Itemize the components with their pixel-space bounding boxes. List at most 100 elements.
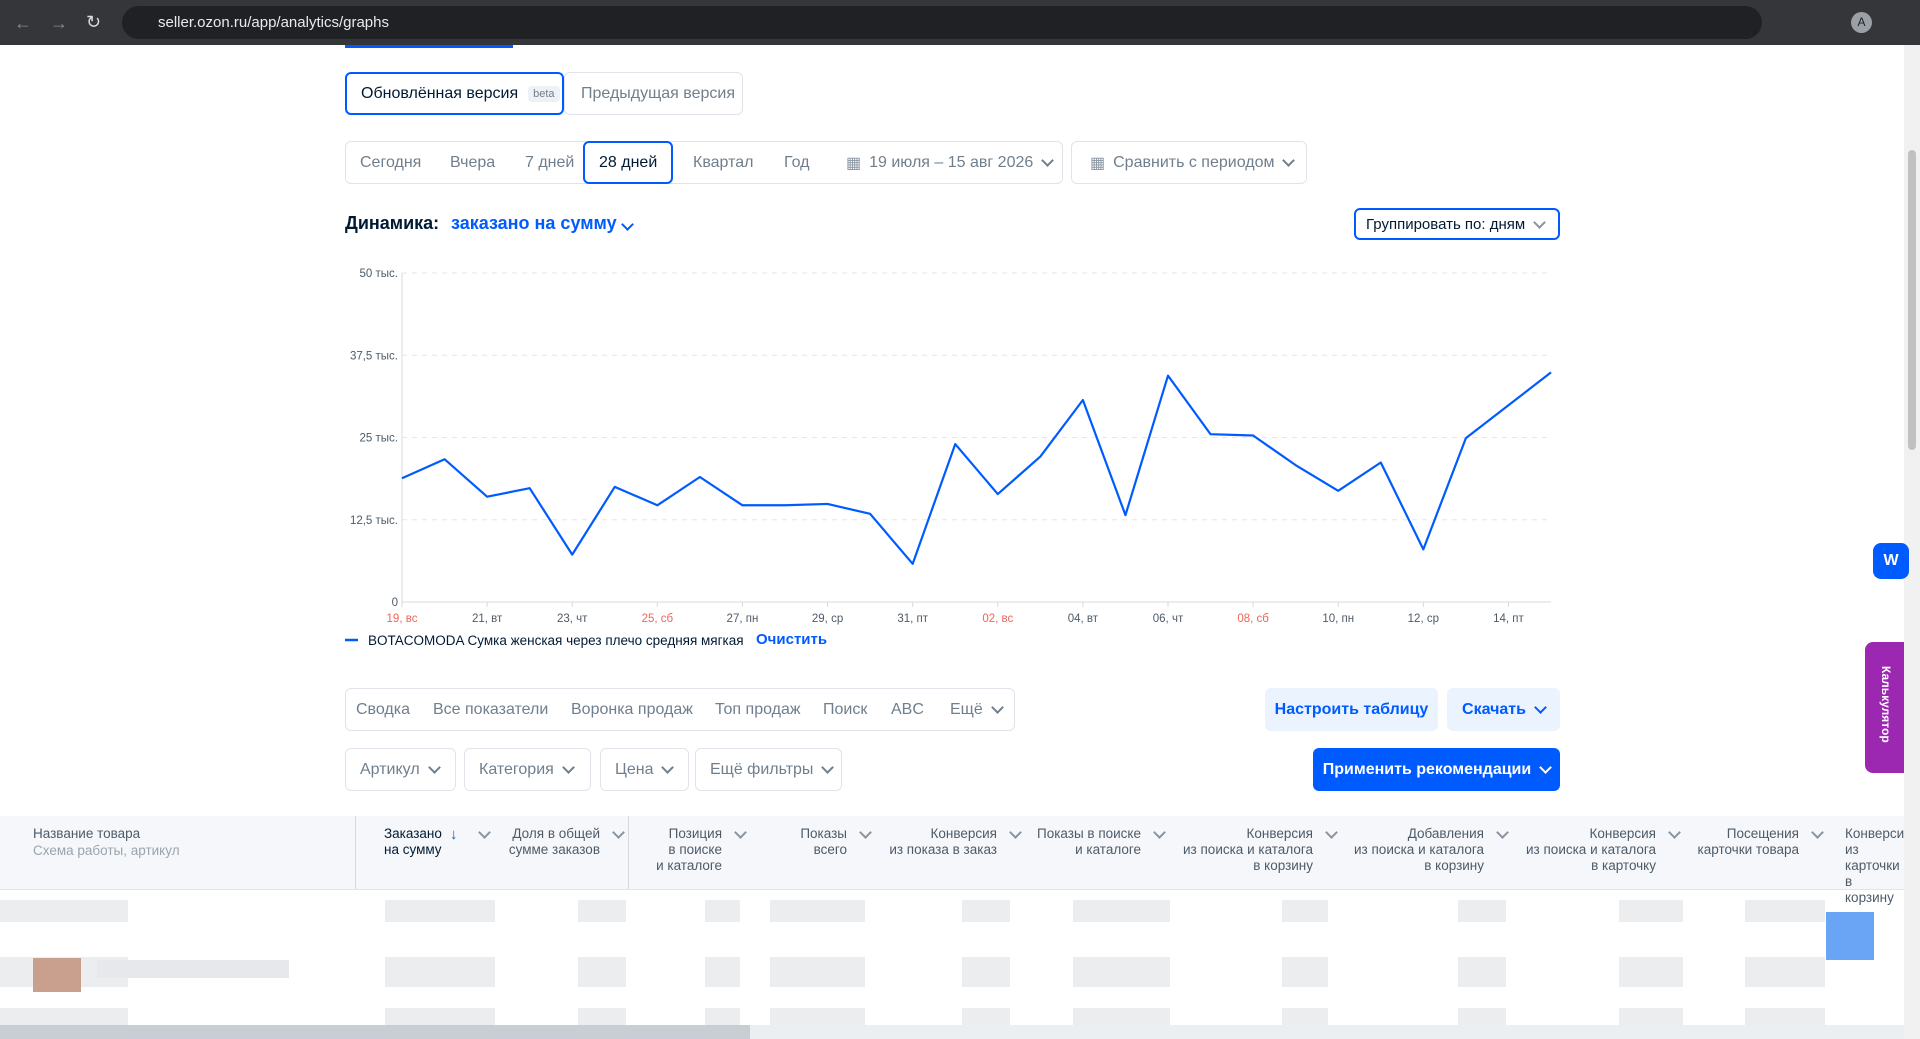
calculator-tab[interactable]: Калькулятор [1865, 642, 1904, 773]
period-button[interactable]: 7 дней [525, 153, 575, 171]
period-button[interactable]: 28 дней [583, 141, 674, 184]
tab[interactable]: Все показатели [433, 689, 548, 730]
label: Ещё фильтры [710, 760, 814, 778]
name-header: Название товара [33, 826, 141, 841]
tab[interactable]: ABC [891, 689, 924, 730]
y-tick-label: 50 тыс. [360, 268, 398, 280]
filter[interactable]: Категория [464, 748, 591, 791]
filter[interactable]: Ещё фильтры [695, 748, 842, 791]
column-header[interactable]: Показы всего [800, 826, 847, 858]
label: Скачать [1462, 700, 1526, 718]
forward[interactable]: → [50, 13, 68, 33]
configure-table[interactable]: Настроить таблицу [1265, 688, 1438, 731]
period-button[interactable]: Сегодня [360, 153, 422, 171]
tab[interactable]: Топ продаж [715, 689, 801, 730]
blurred-cell [578, 957, 626, 987]
column-header[interactable]: Конверсия из поиска и каталога в карточк… [1526, 826, 1656, 874]
label: Топ продаж [715, 700, 801, 718]
blurred-cell [1458, 1008, 1506, 1026]
blurred-cell [1073, 957, 1170, 987]
icon: ▦ [846, 154, 862, 172]
column-header[interactable]: Позиция в поиске и каталоге [656, 826, 722, 874]
legend-label: BOTACOMODA Сумка женская через плечо сре… [368, 633, 744, 648]
beta-badge: beta [528, 85, 560, 102]
y-tick-label: 37,5 тыс. [350, 350, 398, 362]
blurred-badge [1826, 912, 1874, 960]
x-tick-label: 21, вт [472, 613, 503, 625]
column-header[interactable]: Конверсия из поиска и каталога в корзину [1183, 826, 1313, 874]
tab-bar: Сводка Все показатели Воронка продаж Топ пр… [345, 688, 1015, 731]
blurred-cell [770, 900, 865, 922]
x-tick-label: 08, сб [1237, 613, 1269, 625]
blurred-cell [962, 957, 1010, 987]
sort-arrow: ↓ [450, 826, 458, 843]
label: Посещения карточки товара [1697, 826, 1799, 857]
blurred-cell [1745, 900, 1825, 922]
label: Добавления из поиска и каталога в корзин… [1354, 826, 1484, 873]
blurred-cell [1458, 900, 1506, 922]
blurred-cell [1619, 957, 1683, 987]
h-scrollbar [0, 1025, 1904, 1039]
period-button[interactable]: Вчера [450, 153, 496, 171]
tab[interactable]: Сводка [356, 689, 410, 730]
blurred-cell [1619, 900, 1683, 922]
avatar[interactable]: A [1851, 12, 1872, 33]
version-current[interactable]: Обновлённая версия beta [345, 72, 564, 115]
group-by[interactable]: Группировать по: дням [1354, 208, 1560, 240]
date-range[interactable]: ▦ 19 июля – 15 авг 2026 [846, 142, 1055, 183]
label: Поиск [823, 700, 868, 718]
compare-button[interactable]: ▦ Сравнить с периодом [1071, 141, 1307, 184]
label: Конверсия из показа в заказ [889, 826, 997, 857]
blurred-image [33, 958, 81, 992]
column-header[interactable]: Посещения карточки товара [1698, 826, 1799, 858]
blurred-cell [1619, 1008, 1683, 1026]
active-tab-underline [345, 45, 513, 48]
metric-select[interactable]: заказано на сумму [451, 213, 634, 234]
label: Воронка продаж [571, 700, 693, 718]
column-header[interactable]: Заказано на сумму [384, 826, 442, 858]
version-previous[interactable]: Предыдущая версия [564, 72, 743, 115]
blurred-cell [385, 957, 495, 987]
download[interactable]: Скачать [1447, 688, 1560, 731]
label: Сравнить с периодом [1113, 153, 1275, 171]
assistant-widget[interactable]: W [1873, 543, 1909, 579]
address-bar[interactable]: seller.ozon.ru/app/analytics/graphs [122, 6, 1762, 39]
column-header[interactable]: Конверсия из карточки в корзину [1845, 826, 1904, 906]
period-button[interactable]: Год [784, 153, 810, 171]
x-tick-label: 29, ср [812, 613, 843, 625]
filter[interactable]: Цена [600, 748, 689, 791]
divider [355, 816, 356, 889]
x-tick-label: 02, вс [982, 613, 1013, 625]
label: Конверсия из поиска и каталога в корзину [1183, 826, 1313, 873]
clear-link[interactable]: Очистить [756, 631, 827, 648]
column-header[interactable]: Показы в поиске и каталоге [1037, 826, 1141, 858]
blurred-cell [962, 1008, 1010, 1026]
label: Обновлённая версия [361, 84, 519, 102]
period-button[interactable]: Квартал [693, 153, 754, 171]
label: Позиция в поиске и каталоге [656, 826, 722, 873]
tab[interactable]: Ещё [950, 689, 1004, 730]
tab[interactable]: Поиск [823, 689, 867, 730]
blurred-cell [1282, 900, 1328, 922]
column-header[interactable]: Доля в общей сумме заказов [509, 826, 600, 858]
filter[interactable]: Артикул [345, 748, 456, 791]
label: Применить рекомендации [1322, 760, 1532, 778]
column-header[interactable]: Конверсия из показа в заказ [889, 826, 997, 858]
blurred-cell [1745, 957, 1825, 987]
chevron [661, 761, 675, 774]
x-tick-label: 19, вс [387, 613, 418, 625]
blurred-cell [385, 900, 495, 922]
back[interactable]: ← [14, 13, 32, 33]
reload[interactable]: ↻ [86, 12, 102, 32]
tab[interactable]: Воронка продаж [571, 689, 693, 730]
apply-recommendations[interactable]: Применить рекомендации [1313, 748, 1560, 791]
label: Доля в общей сумме заказов [508, 826, 600, 857]
label: ABC [891, 700, 924, 718]
column-header[interactable]: Добавления из поиска и каталога в корзин… [1354, 826, 1484, 874]
browser-bar: ← → ↻ seller.ozon.ru/app/analytics/graph… [0, 0, 1920, 45]
label: Цена [615, 760, 654, 778]
label: Конверсия из карточки в корзину [1845, 826, 1904, 905]
chevron [561, 761, 575, 774]
label: Показы всего [800, 826, 847, 857]
